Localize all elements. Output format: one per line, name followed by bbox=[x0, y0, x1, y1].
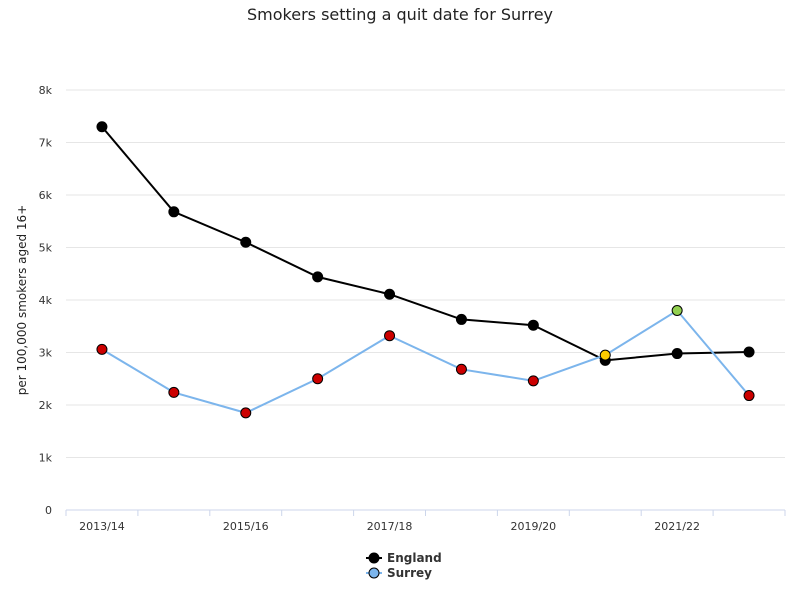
x-tick-label: 2019/20 bbox=[510, 520, 556, 533]
x-axis-ticks: 2013/14 2015/16 2017/18 2019/20 2021/22 bbox=[65, 510, 786, 533]
y-tick-label: 1k bbox=[39, 452, 53, 465]
legend-label: Surrey bbox=[387, 566, 432, 580]
legend-item-surrey[interactable]: Surrey bbox=[366, 566, 432, 580]
y-tick-label: 0 bbox=[45, 504, 52, 517]
x-tick-label: 2017/18 bbox=[367, 520, 413, 533]
series-surrey bbox=[96, 305, 755, 419]
series-layer bbox=[96, 121, 755, 419]
data-point-england[interactable] bbox=[312, 271, 324, 283]
data-point-surrey[interactable] bbox=[312, 373, 324, 385]
legend-label: England bbox=[387, 551, 442, 565]
data-point-surrey[interactable] bbox=[455, 363, 467, 375]
data-point-england[interactable] bbox=[240, 236, 252, 248]
grid-lines bbox=[66, 89, 785, 458]
data-point-surrey[interactable] bbox=[671, 305, 683, 316]
data-point-surrey[interactable] bbox=[743, 390, 755, 402]
data-point-england[interactable] bbox=[671, 348, 683, 360]
x-tick-label: 2021/22 bbox=[654, 520, 700, 533]
y-tick-label: 3k bbox=[39, 347, 53, 360]
data-point-england[interactable] bbox=[455, 313, 467, 325]
data-point-england[interactable] bbox=[96, 121, 108, 133]
legend-marker bbox=[368, 567, 380, 579]
y-axis-title: per 100,000 smokers aged 16+ bbox=[15, 205, 29, 395]
x-tick-label: 2015/16 bbox=[223, 520, 269, 533]
data-point-surrey[interactable] bbox=[168, 386, 180, 398]
chart-title: Smokers setting a quit date for Surrey bbox=[247, 5, 553, 24]
x-tick-label: 2013/14 bbox=[79, 520, 125, 533]
y-tick-label: 2k bbox=[39, 399, 53, 412]
data-point-surrey[interactable] bbox=[96, 343, 108, 355]
data-point-surrey[interactable] bbox=[599, 349, 611, 361]
legend-marker bbox=[368, 552, 380, 564]
y-tick-label: 6k bbox=[39, 189, 53, 202]
y-tick-label: 4k bbox=[39, 294, 53, 307]
series-line-surrey bbox=[101, 309, 750, 414]
data-point-england[interactable] bbox=[168, 206, 180, 218]
data-point-surrey[interactable] bbox=[527, 375, 539, 387]
legend-item-england[interactable]: England bbox=[366, 551, 442, 565]
data-point-surrey[interactable] bbox=[240, 407, 252, 419]
y-tick-label: 7k bbox=[39, 137, 53, 150]
data-point-england[interactable] bbox=[527, 319, 539, 331]
data-point-england[interactable] bbox=[743, 346, 755, 358]
y-tick-label: 8k bbox=[39, 84, 53, 97]
y-tick-label: 5k bbox=[39, 242, 53, 255]
series-england bbox=[96, 121, 755, 366]
data-point-surrey[interactable] bbox=[384, 330, 396, 342]
data-point-england[interactable] bbox=[384, 288, 396, 300]
y-axis-ticks: 0 1k 2k 3k 4k 5k 6k 7k 8k bbox=[39, 84, 53, 517]
series-line-england bbox=[101, 126, 750, 362]
